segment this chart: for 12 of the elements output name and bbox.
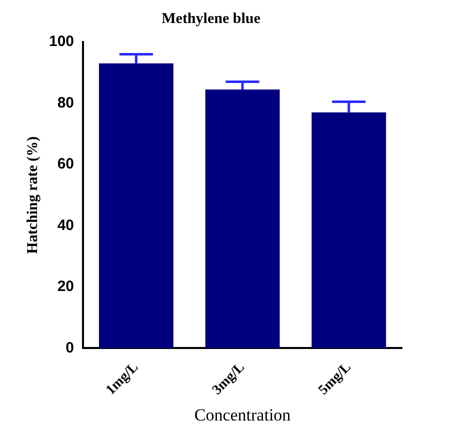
y-tick-label: 0 [66, 339, 74, 356]
y-tick-label: 100 [48, 33, 74, 50]
y-tick-label: 60 [57, 156, 74, 173]
y-tick-label: 40 [57, 216, 74, 234]
x-axis-title: Concentration [194, 405, 292, 424]
y-axis-title: Hatching rate (%) [24, 136, 41, 254]
bar [205, 89, 280, 348]
bar [312, 112, 386, 348]
y-tick-label: 80 [57, 94, 74, 112]
chart-title: Methylene blue [162, 10, 261, 27]
y-tick-label: 20 [57, 278, 74, 296]
bar [98, 63, 174, 348]
